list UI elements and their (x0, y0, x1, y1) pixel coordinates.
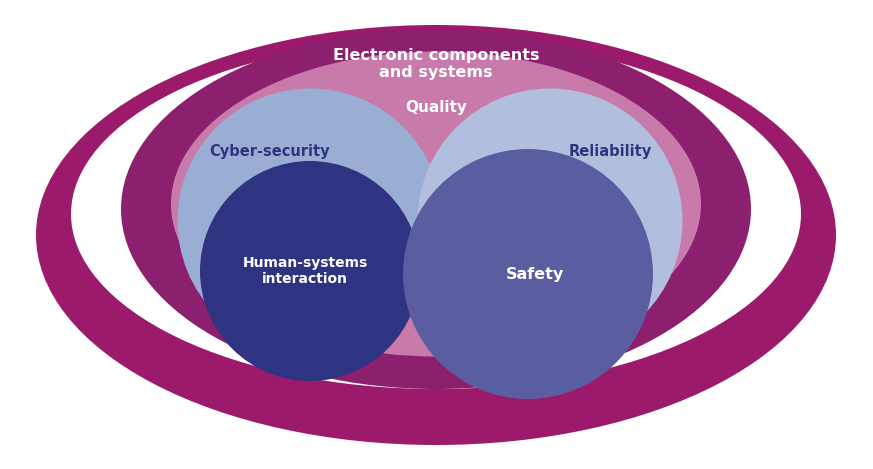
Text: Human-systems
interaction: Human-systems interaction (243, 256, 368, 286)
Text: Safety: Safety (505, 266, 564, 281)
Text: Electronic components
and systems: Electronic components and systems (333, 48, 540, 80)
Ellipse shape (417, 89, 683, 354)
Ellipse shape (403, 149, 653, 399)
Text: Cyber-security: Cyber-security (210, 144, 330, 159)
Ellipse shape (36, 25, 836, 445)
Ellipse shape (200, 161, 420, 381)
Text: Reliability: Reliability (568, 144, 651, 159)
Text: AI/ML and data science: AI/ML and data science (337, 424, 535, 439)
Ellipse shape (177, 89, 443, 354)
Ellipse shape (121, 29, 751, 389)
Ellipse shape (171, 52, 701, 356)
Ellipse shape (71, 39, 801, 389)
Text: Quality: Quality (405, 99, 467, 114)
